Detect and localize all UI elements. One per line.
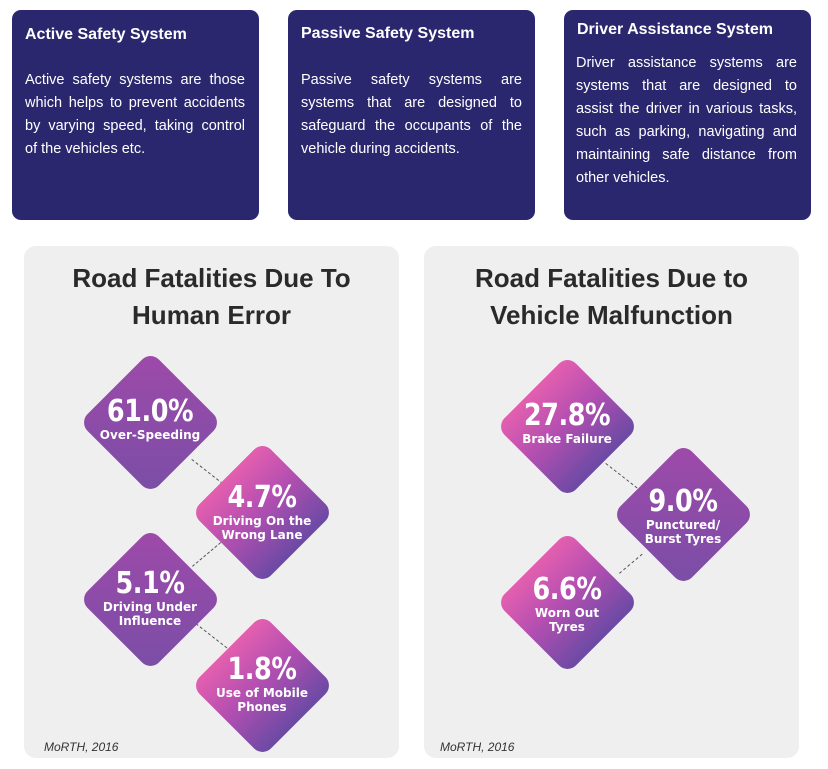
- stat-caption: Influence: [118, 614, 182, 628]
- panel-vehicle-malfunction: Road Fatalities Due to Vehicle Malfuncti…: [424, 246, 799, 758]
- connector-line: [619, 553, 643, 574]
- info-card-passive-safety: Passive Safety System Passive safety sys…: [288, 10, 535, 220]
- panel-title: Road Fatalities Due To Human Error: [24, 260, 399, 334]
- panel-title: Road Fatalities Due to Vehicle Malfuncti…: [424, 260, 799, 334]
- panel-title-line1: Road Fatalities Due To: [72, 263, 351, 293]
- stat-value: 9.0%: [648, 484, 718, 519]
- stat-caption: Driving Under: [102, 600, 198, 614]
- stat-caption: Driving On the: [212, 514, 312, 528]
- stat-label-mobile-phones: 1.8% Use of Mobile Phones: [187, 652, 337, 715]
- panel-title-line2: Vehicle Malfunction: [490, 300, 733, 330]
- panel-human-error: Road Fatalities Due To Human Error 61.0%…: [24, 246, 399, 758]
- stat-value: 27.8%: [523, 398, 611, 433]
- stat-label-punctured-tyres: 9.0% Punctured/ Burst Tyres: [608, 484, 758, 547]
- card-title: Driver Assistance System: [577, 21, 773, 38]
- stat-label-over-speeding: 61.0% Over-Speeding: [75, 394, 225, 443]
- stat-caption: Tyres: [549, 620, 585, 634]
- card-body: Active safety systems are those which he…: [25, 72, 245, 157]
- info-card-active-safety: Active Safety System Active safety syste…: [12, 10, 259, 220]
- stat-value: 4.7%: [227, 480, 297, 515]
- connector-line: [192, 539, 225, 567]
- panel-title-line1: Road Fatalities Due to: [474, 263, 749, 293]
- stat-caption: Worn Out: [534, 606, 600, 620]
- stat-label-worn-out-tyres: 6.6% Worn Out Tyres: [492, 572, 642, 635]
- source-note: MoRTH, 2016: [44, 740, 119, 754]
- stat-value: 61.0%: [106, 394, 194, 429]
- stat-value: 6.6%: [532, 572, 602, 607]
- stat-value: 1.8%: [227, 652, 297, 687]
- stat-value: 5.1%: [115, 566, 185, 601]
- stat-label-under-influence: 5.1% Driving Under Influence: [75, 566, 225, 629]
- panel-title-line2: Human Error: [132, 300, 291, 330]
- card-body: Passive safety systems are systems that …: [301, 72, 522, 157]
- stat-caption: Punctured/: [645, 518, 721, 532]
- source-note: MoRTH, 2016: [440, 740, 515, 754]
- stat-caption: Use of Mobile: [216, 686, 308, 700]
- stat-caption: Brake Failure: [522, 432, 612, 446]
- stat-caption: Burst Tyres: [644, 532, 722, 546]
- card-title: Passive Safety System: [301, 25, 475, 42]
- stat-label-brake-failure: 27.8% Brake Failure: [492, 398, 642, 447]
- connector-line: [605, 463, 638, 489]
- card-body: Driver assistance systems are systems th…: [576, 55, 797, 186]
- stat-caption: Wrong Lane: [221, 528, 303, 542]
- stat-label-wrong-lane: 4.7% Driving On the Wrong Lane: [187, 480, 337, 543]
- stat-caption: Phones: [237, 700, 287, 714]
- card-title: Active Safety System: [25, 26, 187, 43]
- stat-caption: Over-Speeding: [99, 428, 201, 442]
- info-card-driver-assistance: Driver Assistance System Driver assistan…: [564, 10, 811, 220]
